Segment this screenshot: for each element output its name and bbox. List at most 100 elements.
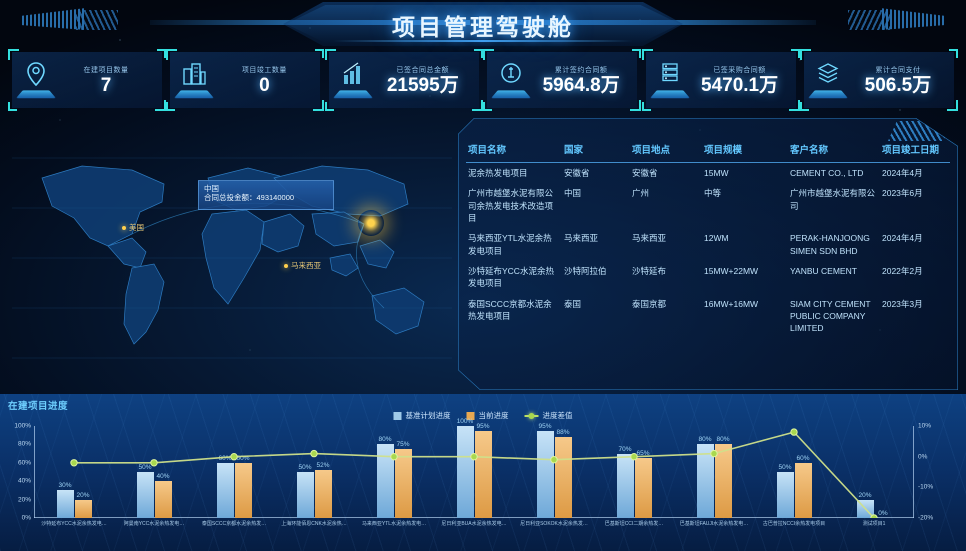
column-header-customer[interactable]: 客户名称 [790,145,829,156]
kpi-card-active-projects[interactable]: 在建项目数量 7 [8,49,166,111]
bar-group[interactable]: 20% 0% [834,426,914,518]
cell-scale: 15MW+22MW [704,265,759,276]
chart-legend: 基准计划进度 当前进度 进度差值 [393,410,573,421]
legend-item-diff[interactable]: 进度差值 [524,410,573,421]
x-axis-labels: 沙特延布YCC水泥余热发电… 阿曼南YCC水泥余热发电… 泰国SCCC京都水泥余热发… [34,520,914,534]
y2-tick-label: 0% [918,453,928,461]
kpi-label: 已签采购合同额 [713,67,766,74]
kpi-value: 506.5万 [864,75,932,96]
y2-tick-label: -20% [918,514,934,522]
cell-customer: YANBU CEMENT [790,265,857,276]
x-tick-label: 古巴普拉NCCI余热发电项目 [762,521,826,527]
legend-swatch-plan [393,411,402,420]
table-row[interactable]: 泥余热发电项目 安徽省 安徽省 15MW CEMENT CO., LTD 2024年4月 [466,163,950,184]
world-map-panel[interactable]: 美国 马来西亚 中国 合同总投金额：493140000 [12,118,452,390]
column-header-project-name[interactable]: 项目名称 [468,145,507,156]
x-tick-label: 泰国SCCC京都水泥余热发… [201,521,267,527]
bar-plan[interactable]: 30% [56,482,74,518]
project-table-panel[interactable]: 项目名称 国家 项目地点 项目规模 客户名称 项目竣工日期 泥余热发电项目 安徽省… [458,118,958,390]
legend-swatch-current [466,411,475,420]
page-title: 项目管理驾驶舱 [392,14,574,40]
bar-value-label: 80% [716,436,730,444]
bar-group[interactable]: 100% 95% [434,418,514,518]
x-tick-label: 尼日利亚SOKOK水泥余热发… [520,521,588,527]
kpi-value: 0 [259,75,270,96]
tooltip-row: 合同总投金额：493140000 [204,193,328,204]
bar-value-label: 20% [76,491,90,499]
table-row[interactable]: 马来西亚YTL水泥余热发电项目 马来西亚 马来西亚 12WM PERAK-HANJOON… [466,228,950,261]
bar-curr[interactable]: 60% [794,455,812,518]
bar-value-label: 95% [538,422,552,430]
bar-curr[interactable]: 20% [74,492,92,518]
x-tick-label: 马来西亚YTL水泥余热发电… [361,521,427,527]
location-pin-icon [15,58,57,102]
kpi-card-signed-contract-total[interactable]: 已签合同总金额 21595万 [324,49,483,111]
kpi-card-purchase-contract[interactable]: 已签采购合同额 5470.1万 [641,49,800,111]
bar-plan[interactable]: 50% [776,464,794,518]
column-header-scale[interactable]: 项目规模 [704,145,743,156]
map-marker-malaysia[interactable]: 马来西亚 [284,260,321,271]
bar-plan[interactable]: 100% [456,418,474,518]
bar-group[interactable]: 80% 75% [354,426,434,518]
legend-item-current[interactable]: 当前进度 [466,410,509,421]
x-tick-label: 沙特延布YCC水泥余热发电… [41,521,107,527]
bar-value-label: 88% [556,429,570,437]
bar-group[interactable]: 50% 52% [274,426,354,518]
bar-plan[interactable]: 50% [296,464,314,518]
bar-group[interactable]: 50% 40% [114,426,194,518]
kpi-label: 已签合同总金额 [396,67,450,74]
kpi-card-cumulative-payment[interactable]: 累计合同支付 506.5万 [799,49,958,111]
table-row[interactable]: 泰国SCCC京都水泥余热发电项目 泰国 泰国京都 16MW+16MW SIAM CITY… [466,294,950,339]
bar-plan[interactable]: 70% [616,446,634,518]
y-tick-label: 60% [17,459,31,467]
bar-plan[interactable]: 20% [856,492,874,518]
cell-completion-date: 2024年4月 [882,168,923,178]
kpi-card-cumulative-contract[interactable]: 累计签约合同额 5964.8万 [483,49,642,111]
y2-axis-line [913,426,914,518]
legend-label: 当前进度 [478,411,509,420]
bar-value-label: 75% [396,441,410,448]
bar-plan[interactable]: 60% [216,455,234,518]
cell-completion-date: 2023年3月 [882,298,923,309]
bar-value-label: 60% [796,454,810,462]
map-tooltip: 中国 合同总投金额：493140000 [198,180,334,210]
map-marker-label: 马来西亚 [291,261,321,270]
bar-curr[interactable]: 40% [154,473,172,518]
kpi-label: 累计签约合同额 [554,67,608,74]
world-map [12,157,452,359]
bar-curr[interactable]: 88% [554,429,572,518]
bar-group[interactable]: 70% 65% [594,426,674,518]
bar-curr[interactable]: 52% [314,462,332,518]
bar-curr[interactable]: 75% [394,441,412,518]
legend-item-plan[interactable]: 基准计划进度 [393,410,451,421]
bar-group[interactable]: 60% 60% [194,426,274,518]
table-row[interactable]: 沙特延布YCC水泥余热发电项目 沙特阿拉伯 沙特延布 15MW+22MW YANBU C… [466,261,950,294]
legend-swatch-diff [524,412,539,420]
kpi-card-completed-projects[interactable]: 项目竣工数量 0 [166,49,325,111]
bar-plan[interactable]: 50% [136,464,154,518]
map-marker-usa[interactable]: 美国 [122,222,144,233]
bar-curr[interactable]: 65% [634,450,652,518]
bar-plan[interactable]: 80% [376,436,394,518]
bar-curr[interactable]: 95% [474,423,492,518]
bar-value-label: 60% [218,454,232,462]
bar-group[interactable]: 95% 88% [514,423,594,518]
cell-location: 广州 [632,188,650,199]
cell-completion-date: 2023年6月 [882,188,923,199]
cell-location: 马来西亚 [632,233,667,244]
kpi-label: 项目竣工数量 [241,67,287,74]
column-header-location[interactable]: 项目地点 [632,145,671,156]
bar-plan[interactable]: 95% [536,423,554,518]
column-header-country[interactable]: 国家 [564,145,584,156]
cell-project-name: 广州市越堡水泥有限公司余热发电技术改造项目 [468,188,554,223]
bar-plan[interactable]: 80% [696,436,714,518]
bar-group[interactable]: 80% 80% [674,426,754,518]
bar-group[interactable]: 30% 20% [34,426,114,518]
cell-project-name: 沙特延布YCC水泥余热发电项目 [468,265,554,289]
bar-curr[interactable]: 80% [714,436,732,518]
bar-group[interactable]: 50% 60% [754,426,834,518]
table-row[interactable]: 广州市越堡水泥有限公司余热发电技术改造项目 中国 广州 中等 广州市越堡水泥有限公司 20… [466,183,950,228]
bar-curr[interactable]: 60% [234,455,252,518]
column-header-completion-date[interactable]: 项目竣工日期 [882,145,940,156]
